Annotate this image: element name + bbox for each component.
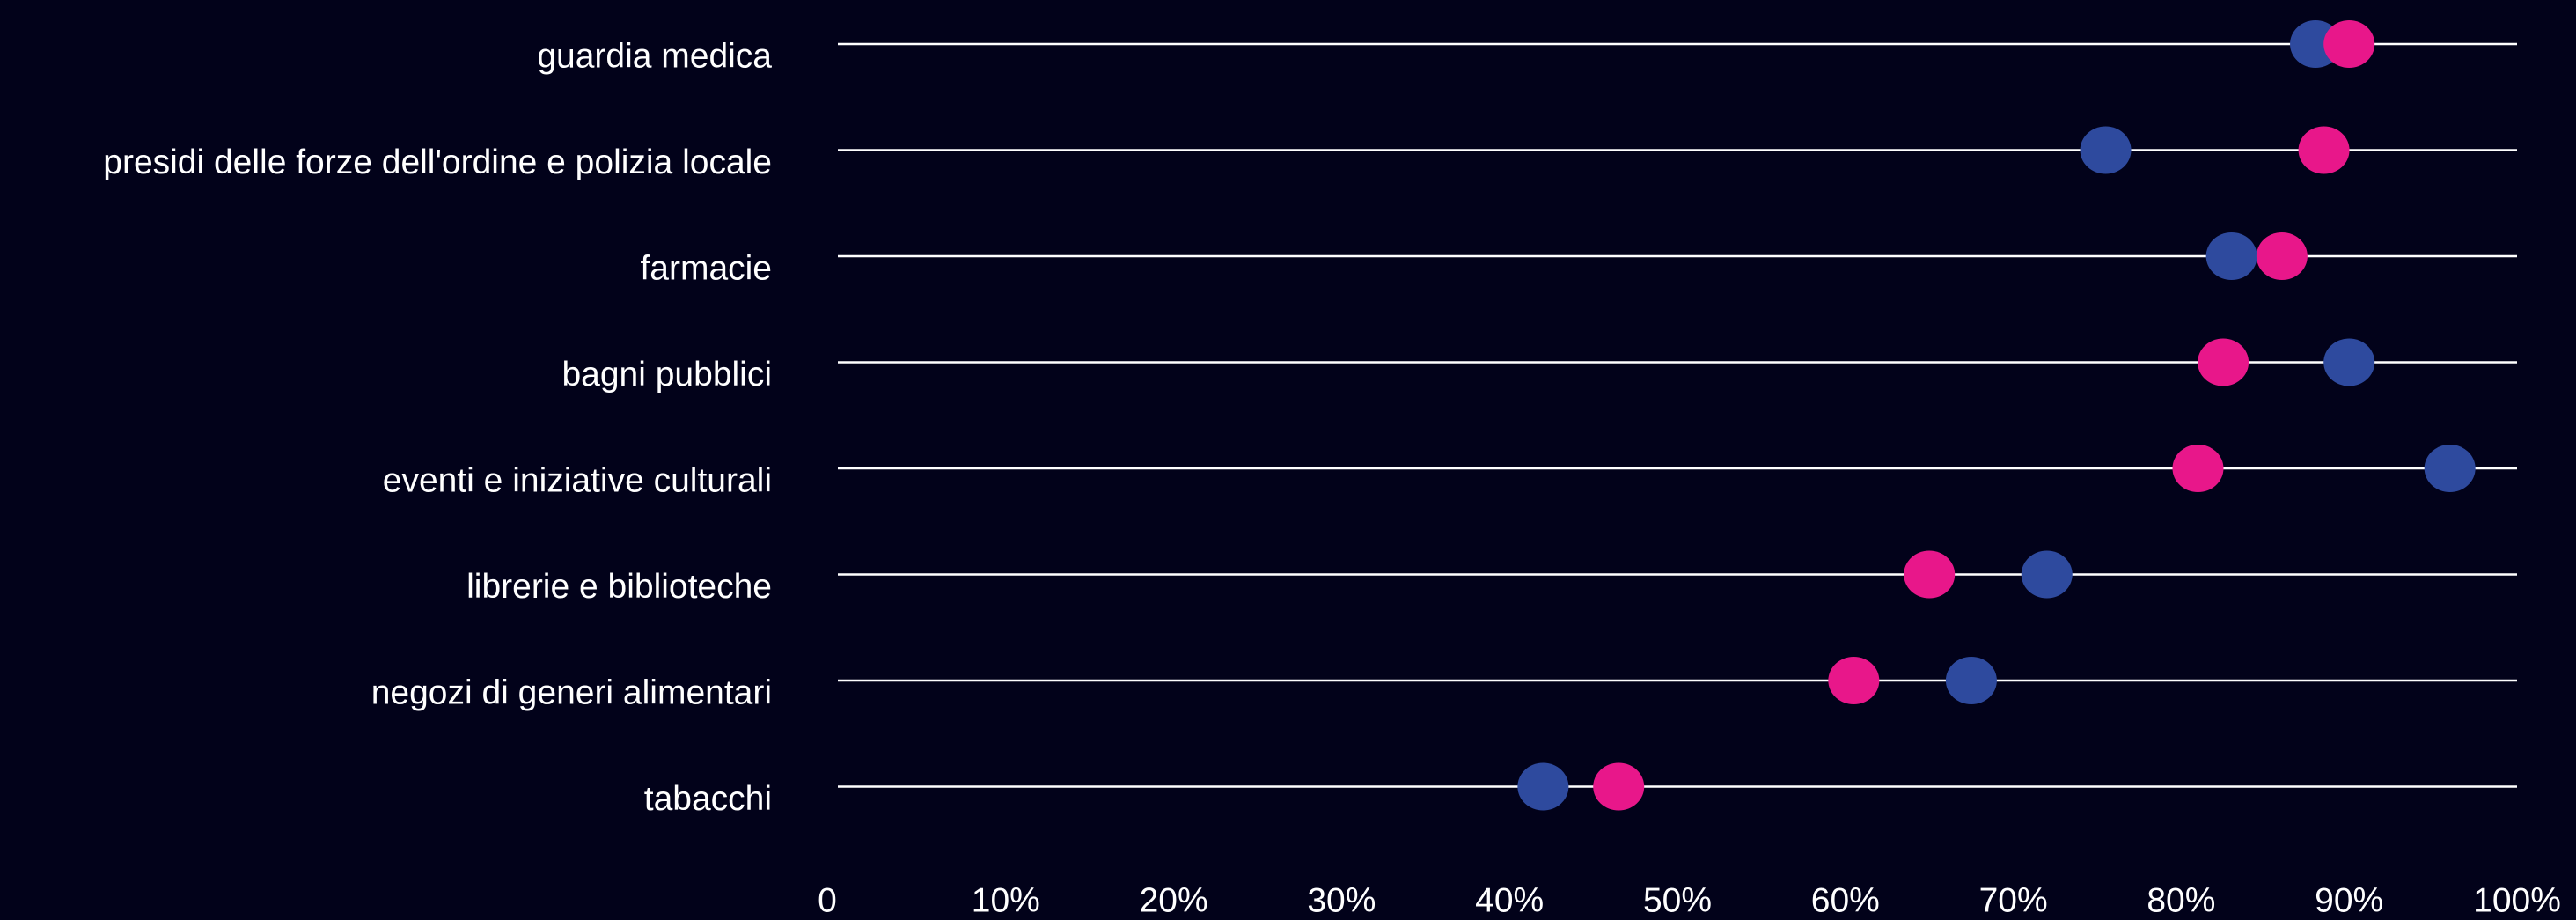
data-point-series-2 xyxy=(1828,657,1880,704)
x-tick-label: 10% xyxy=(972,881,1040,919)
data-point-series-2 xyxy=(2323,20,2375,68)
category-label: eventi e iniziative culturali xyxy=(383,461,772,499)
x-tick-label: 80% xyxy=(2147,881,2215,919)
data-point-series-2 xyxy=(1593,762,1645,811)
rows-layer: guardia medica presidi delle forze dell'o… xyxy=(103,20,2517,818)
data-point-series-2 xyxy=(1904,550,1956,599)
category-label: guardia medica xyxy=(537,37,772,75)
data-point-series-1 xyxy=(2323,338,2375,386)
x-tick-label: 40% xyxy=(1475,881,1544,919)
chart-row: tabacchi xyxy=(644,762,2517,818)
data-point-series-1 xyxy=(1517,762,1569,811)
category-label: negozi di generi alimentari xyxy=(371,673,772,711)
category-label: farmacie xyxy=(640,249,772,287)
data-point-series-1 xyxy=(2205,232,2257,280)
x-tick-label: 60% xyxy=(1811,881,1880,919)
category-label: presidi delle forze dell'ordine e polizi… xyxy=(103,144,772,181)
data-point-series-1 xyxy=(2021,550,2073,599)
x-tick-label: 30% xyxy=(1307,881,1376,919)
chart-row: farmacie xyxy=(640,232,2517,287)
chart-row: guardia medica xyxy=(537,20,2517,75)
data-point-series-2 xyxy=(2172,445,2224,492)
data-point-series-1 xyxy=(1945,657,1997,704)
x-tick-label: 100% xyxy=(2473,881,2561,919)
category-label: bagni pubblici xyxy=(561,356,772,394)
x-tick-label: 70% xyxy=(1979,881,2048,919)
chart-row: eventi e iniziative culturali xyxy=(383,445,2517,499)
data-point-series-2 xyxy=(2298,126,2350,174)
chart-row: negozi di generi alimentari xyxy=(371,657,2517,711)
x-tick-label: 90% xyxy=(2315,881,2383,919)
category-label: librerie e biblioteche xyxy=(466,568,772,606)
data-point-series-1 xyxy=(2080,126,2132,174)
data-point-series-2 xyxy=(2256,232,2308,280)
x-tick-label: 0 xyxy=(818,881,837,919)
data-point-series-2 xyxy=(2198,338,2249,386)
data-point-series-1 xyxy=(2424,445,2476,492)
x-axis: 0 10% 20% 30% 40% 50% 60% 70% 80% 90% 100% xyxy=(818,881,2561,919)
category-label: tabacchi xyxy=(644,780,772,818)
chart-row: bagni pubblici xyxy=(561,338,2517,394)
x-tick-label: 50% xyxy=(1643,881,1712,919)
chart-row: librerie e biblioteche xyxy=(466,550,2517,606)
chart-row: presidi delle forze dell'ordine e polizi… xyxy=(103,126,2517,181)
x-tick-label: 20% xyxy=(1140,881,1208,919)
